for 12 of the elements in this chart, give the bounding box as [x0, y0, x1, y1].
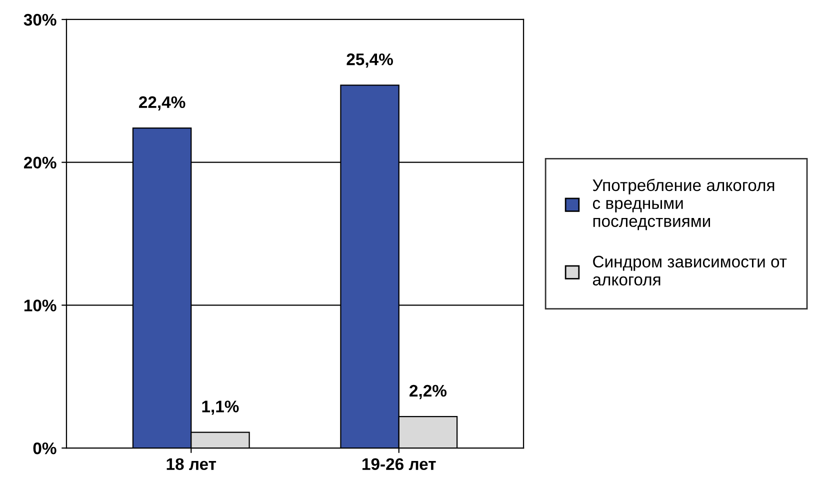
y-tick-label: 10%	[24, 300, 56, 312]
data-label: 2,2%	[410, 384, 447, 400]
y-tick-label: 20%	[24, 156, 56, 169]
y-tick-label: 0%	[33, 442, 56, 454]
data-label: 25,4%	[346, 53, 393, 68]
x-tick-label: 18 лет	[166, 458, 216, 470]
legend-label: Употребление алкоголя с вредными последствиями	[592, 178, 774, 230]
x-tick-label: 19-26 лет	[362, 458, 436, 470]
legend-label: Синдром зависимости от алкоголя	[592, 256, 787, 286]
y-tick-label: 30%	[24, 14, 56, 26]
data-label: 1,1%	[202, 400, 239, 415]
data-label: 22,4%	[138, 96, 186, 111]
